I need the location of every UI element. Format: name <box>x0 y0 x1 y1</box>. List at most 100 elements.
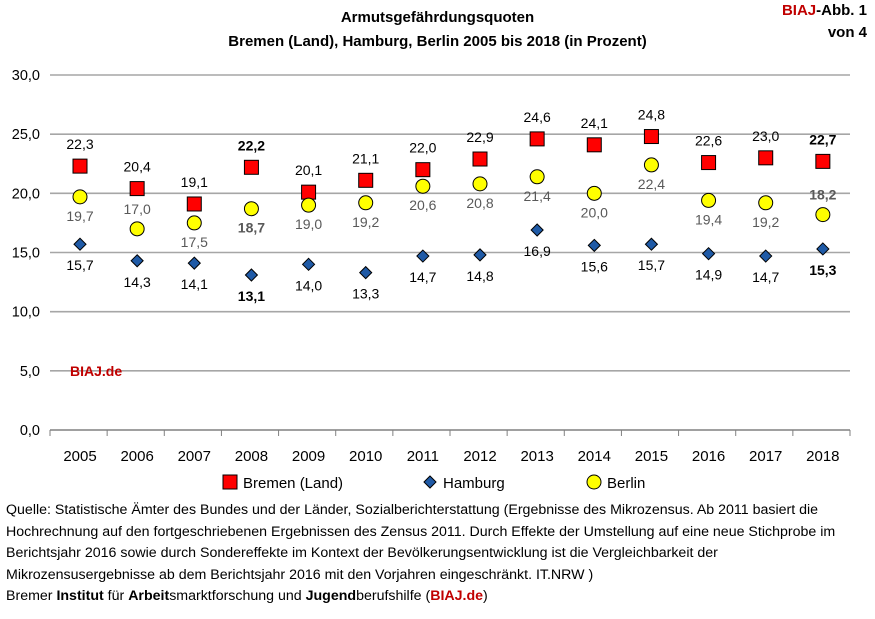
berlin-marker <box>529 169 545 185</box>
y-axis: 0,0 5,0 10,0 15,0 20,0 25,0 30,0 <box>12 68 40 439</box>
bremen-marker <box>815 153 831 169</box>
hamburg-data-label: 15,7 <box>66 257 93 273</box>
hamburg-marker <box>701 246 716 261</box>
x-tick-label: 2018 <box>806 448 839 465</box>
bremen-marker <box>701 155 717 171</box>
berlin-marker <box>415 178 431 194</box>
bremen-data-label: 22,6 <box>695 133 722 149</box>
bremen-data-label: 24,8 <box>638 107 665 123</box>
y-tick-label: 15,0 <box>12 246 40 262</box>
berlin-data-label: 22,4 <box>638 176 665 192</box>
credit-link[interactable]: BIAJ.de <box>430 588 484 604</box>
x-axis: 2005 2006 2007 2008 2009 2010 2011 2012 2013 2014… <box>49 429 851 465</box>
x-tick-label: 2017 <box>749 448 782 465</box>
credit-part: Bremer <box>6 588 57 604</box>
source-text: Quelle: Statistische Ämter des Bundes un… <box>6 502 836 583</box>
x-tick-label: 2005 <box>63 448 96 465</box>
bremen-data-label: 22,2 <box>238 137 265 153</box>
hamburg-marker <box>816 242 830 256</box>
bremen-data-label: 22,7 <box>809 131 836 147</box>
hamburg-marker <box>530 223 544 237</box>
hamburg-data-label: 14,1 <box>181 276 208 292</box>
badge-brand: BIAJ <box>781 2 817 19</box>
bremen-marker <box>129 181 145 197</box>
y-tick-label: 25,0 <box>12 127 40 143</box>
credit-part: für <box>103 588 129 604</box>
berlin-data-label: 18,2 <box>809 187 836 203</box>
berlin-marker <box>301 197 317 213</box>
bremen-marker <box>243 159 259 175</box>
berlin-marker <box>815 207 831 223</box>
berlin-data-label: 21,4 <box>524 188 551 204</box>
berlin-data-label: 19,2 <box>752 214 779 230</box>
x-tick-label: 2010 <box>349 448 382 465</box>
berlin-marker <box>701 192 717 208</box>
legend-marker <box>423 475 437 489</box>
berlin-data-label: 20,6 <box>409 197 436 213</box>
berlin-marker <box>186 215 202 231</box>
berlin-data-label: 19,0 <box>295 216 322 232</box>
chart-series: 22,3 20,4 19,1 22,2 20,1 21,1 22,0 22,9 24,6 24,1… <box>66 107 836 304</box>
hamburg-marker <box>473 248 487 262</box>
berlin-data-label: 18,7 <box>238 220 265 236</box>
bremen-data-label: 19,1 <box>181 174 208 190</box>
y-tick-label: 20,0 <box>12 186 40 202</box>
bremen-data-label: 23,0 <box>752 128 779 144</box>
bremen-data-label: 20,1 <box>295 162 322 178</box>
hamburg-marker <box>587 238 601 253</box>
berlin-marker <box>129 221 145 237</box>
chart-area: 0,05,010,015,020,025,030,0 2005 2006 2007 2… <box>12 68 851 492</box>
x-tick-label: 2016 <box>692 448 725 465</box>
bremen-marker <box>529 131 545 147</box>
legend-marker <box>586 474 602 490</box>
credit-part: Institut <box>56 588 104 604</box>
hamburg-data-label: 15,3 <box>809 262 836 278</box>
source-note: Quelle: Statistische Ämter des Bundes un… <box>6 500 868 608</box>
bremen-data-label: 21,1 <box>352 150 379 166</box>
hamburg-marker <box>759 249 773 263</box>
hamburg-marker <box>416 249 430 263</box>
berlin-marker <box>72 189 88 205</box>
hamburg-data-label: 14,0 <box>295 277 322 293</box>
x-tick-label: 2014 <box>578 448 611 465</box>
credit-part: Jugend <box>305 588 357 604</box>
bremen-marker <box>301 184 317 200</box>
hamburg-data-label: 14,8 <box>466 268 493 284</box>
hamburg-marker <box>359 265 373 280</box>
chart-title-line2: Bremen (Land), Hamburg, Berlin 2005 bis … <box>228 33 647 50</box>
hamburg-marker <box>244 268 259 282</box>
badge-page-count: von 4 <box>827 24 867 41</box>
berlin-data-label: 19,7 <box>66 208 93 224</box>
x-tick-label: 2011 <box>407 448 439 465</box>
credit-part: berufshilfe ( <box>356 588 431 604</box>
y-tick-label: 10,0 <box>12 305 40 321</box>
x-tick-label: 2009 <box>292 448 325 465</box>
x-tick-label: 2008 <box>235 448 268 465</box>
berlin-data-label: 17,5 <box>181 234 208 250</box>
bremen-marker <box>358 172 374 188</box>
x-tick-label: 2015 <box>635 448 668 465</box>
hamburg-marker <box>130 254 144 268</box>
bremen-data-label: 24,6 <box>524 109 551 125</box>
chart-title-line1: Armutsgefährdungsquoten <box>340 9 535 26</box>
berlin-marker <box>243 201 259 217</box>
bremen-marker <box>758 150 774 166</box>
bremen-marker <box>72 158 88 174</box>
credit-part: ) <box>483 588 488 604</box>
berlin-data-label: 20,0 <box>581 204 608 220</box>
bremen-marker <box>643 129 659 145</box>
legend-marker <box>222 474 238 490</box>
berlin-marker <box>586 185 602 201</box>
bremen-data-label: 20,4 <box>124 159 151 175</box>
hamburg-marker <box>73 237 87 251</box>
y-tick-label: 5,0 <box>20 364 40 380</box>
figure-badge: BIAJ-Abb. 1 von 4 <box>782 0 867 44</box>
hamburg-marker <box>644 237 659 251</box>
hamburg-marker <box>301 257 316 272</box>
hamburg-data-label: 15,7 <box>638 257 665 273</box>
legend-label: Hamburg <box>443 475 505 492</box>
bremen-data-label: 22,9 <box>466 129 493 145</box>
credit-line: Bremer Institut für Arbeitsmarktforschun… <box>6 586 868 608</box>
bremen-marker <box>472 151 488 167</box>
hamburg-data-label: 14,7 <box>409 269 436 285</box>
